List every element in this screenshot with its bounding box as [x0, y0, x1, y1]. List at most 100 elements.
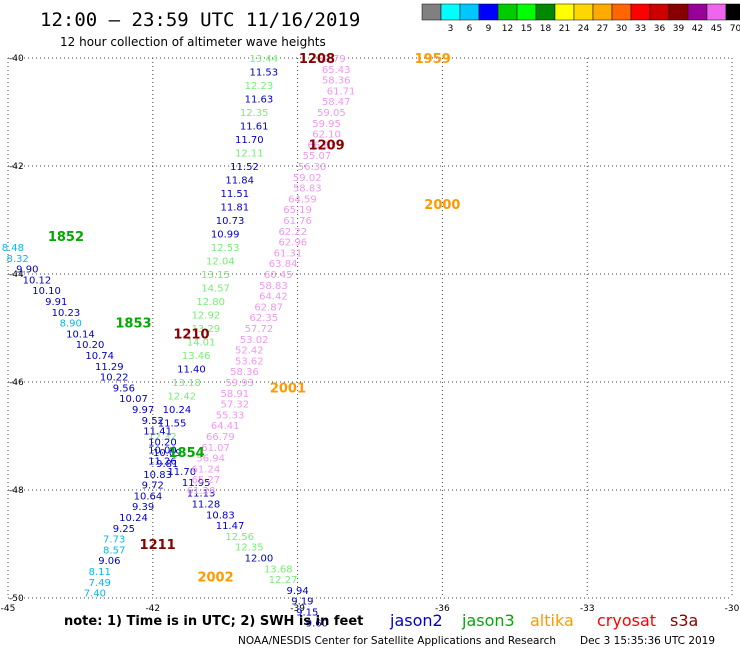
scale-swatch [706, 3, 727, 21]
scale-swatch [535, 3, 556, 21]
swh-value-label: 11.47 [216, 521, 245, 532]
swh-value-label: 10.24 [119, 513, 148, 524]
x-tick-label: -33 [580, 604, 595, 614]
swh-value-label: 12.92 [192, 311, 221, 322]
scale-label: 33 [635, 24, 646, 34]
scale-swatch [630, 3, 651, 21]
pass-time-label: 2001 [270, 381, 306, 396]
swh-value-label: 13.18 [172, 378, 201, 389]
scale-label: 27 [597, 24, 608, 34]
swh-value-label: 11.84 [225, 176, 254, 187]
swh-value-label: 65.27 [192, 475, 221, 486]
x-tick-label: -30 [725, 604, 740, 614]
pass-time-label: 1854 [168, 446, 204, 461]
scale-swatch [440, 3, 461, 21]
swh-value-label: 13.15 [201, 270, 230, 281]
swh-value-label: 64.41 [211, 421, 240, 432]
swh-value-label: 11.70 [235, 135, 264, 146]
swh-value-label: 12.11 [235, 149, 264, 160]
y-tick-label: -50 [9, 594, 24, 604]
swh-value-label: 10.23 [52, 308, 81, 319]
swh-value-label: 10.24 [163, 405, 192, 416]
swh-value-label: 55.33 [216, 410, 245, 421]
swh-value-label: 8.11 [89, 567, 111, 578]
legend-entry: cryosat [597, 611, 656, 630]
swh-value-label: 61.07 [201, 443, 230, 454]
swh-value-label: 12.04 [206, 257, 235, 268]
wave-height-points: 13.44 11.53 12.23 11.63 12.35 11.61 11.70 12.11… [2, 54, 356, 629]
scale-label: 18 [540, 24, 552, 34]
swh-value-label: 9.90 [16, 265, 38, 276]
swh-value-label: 10.07 [119, 394, 148, 405]
swh-value-label: 55.07 [303, 151, 332, 162]
scale-label: 9 [486, 24, 492, 34]
swh-value-label: 11.13 [187, 489, 216, 500]
swh-value-label: 11.81 [221, 203, 250, 214]
scale-label: 36 [654, 24, 666, 34]
swh-value-label: 10.20 [148, 437, 177, 448]
swh-value-label: 10.12 [23, 275, 52, 286]
swh-value-label: 11.51 [221, 189, 250, 200]
swh-value-label: 61.24 [192, 464, 221, 475]
swh-value-label: 12.32 [148, 432, 177, 443]
swh-value-label: 9.72 [142, 481, 164, 492]
swh-value-label: 62.96 [278, 238, 307, 249]
swh-value-label: 53.02 [240, 335, 269, 346]
swh-value-label: 13.46 [182, 351, 211, 362]
scale-swatch [649, 3, 670, 21]
swh-value-label: 63.84 [269, 259, 298, 270]
swh-value-label: 59.93 [225, 378, 254, 389]
swh-value-label: 9.60 [306, 618, 328, 629]
swh-value-label: 11.26 [148, 456, 177, 467]
swh-value-label: 10.22 [100, 373, 129, 384]
swh-value-label: 12.35 [240, 108, 269, 119]
legend-entry: altika [530, 611, 574, 630]
scale-swatch [725, 3, 740, 21]
footer-note: note: 1) Time is in UTC; 2) SWH is in fe… [64, 614, 363, 629]
chart-title: 12:00 — 23:59 UTC 11/16/2019 [40, 9, 360, 31]
scale-label: 42 [692, 24, 703, 34]
x-tick-label: -42 [145, 604, 160, 614]
swh-value-label: 11.41 [143, 427, 172, 438]
scale-label: 3 [448, 24, 454, 34]
swh-value-label: 11.40 [177, 365, 206, 376]
swh-value-label: 12.56 [225, 532, 254, 543]
scale-label: 70 [730, 24, 740, 34]
swh-value-label: 12.00 [245, 554, 274, 565]
swh-value-label: 58.47 [322, 97, 351, 108]
swh-value-label: 62.79 [317, 54, 346, 65]
pass-time-labels: 1208 1959 1209 2000 1852 1853 1210 2001 1854 1211… [48, 52, 461, 585]
y-tick-label: -48 [9, 486, 24, 496]
swh-value-label: 65.19 [283, 205, 312, 216]
pass-time-label: 1852 [48, 230, 84, 245]
swh-value-label: 58.36 [230, 367, 259, 378]
swh-value-label: 11.28 [192, 500, 221, 511]
swh-value-label: 12.42 [167, 392, 196, 403]
swh-value-label: 10.64 [134, 491, 163, 502]
map-grid [7, 57, 733, 599]
swh-value-label: 62.87 [254, 302, 283, 313]
swh-value-label: 58.36 [322, 76, 351, 87]
swh-value-label: 13.68 [264, 564, 293, 575]
scale-swatch [611, 3, 632, 21]
swh-value-label: 9.39 [132, 502, 154, 513]
scale-label: 39 [673, 24, 685, 34]
swh-value-label: 61.71 [327, 86, 356, 97]
swh-value-label: 10.83 [206, 510, 235, 521]
swh-value-label: 57.32 [221, 400, 250, 411]
x-tick-label: -45 [1, 604, 16, 614]
scale-label: 6 [467, 24, 473, 34]
swh-value-label: 65.43 [322, 65, 351, 76]
swh-value-label: 9.52 [142, 416, 164, 427]
pass-time-label: 2002 [197, 570, 233, 585]
y-tick-label: -46 [9, 378, 24, 388]
swh-value-label: 53.62 [235, 356, 264, 367]
chart-subtitle: 12 hour collection of altimeter wave hei… [60, 35, 326, 49]
pass-time-label: 1211 [140, 538, 176, 553]
pass-time-label: 1853 [115, 317, 151, 332]
swh-value-label: 11.52 [230, 162, 259, 173]
swh-value-label: 60.45 [264, 270, 293, 281]
swh-value-label: 9.06 [98, 556, 120, 567]
